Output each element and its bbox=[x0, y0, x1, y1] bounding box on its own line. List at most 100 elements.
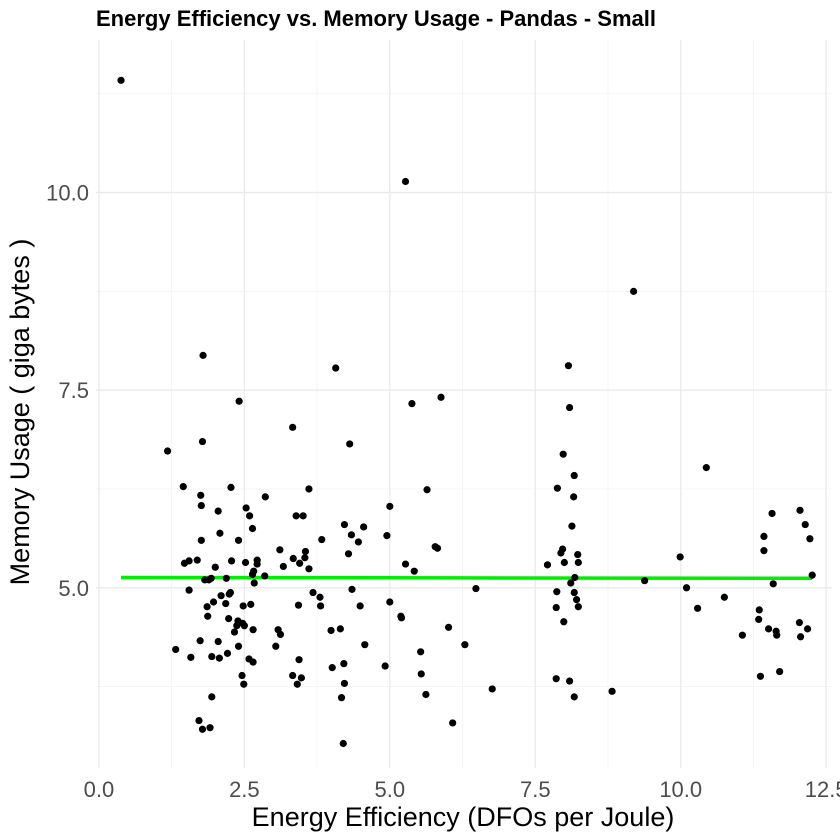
data-point bbox=[261, 493, 269, 501]
data-point bbox=[172, 645, 180, 654]
data-point bbox=[337, 694, 346, 702]
data-point bbox=[240, 680, 248, 688]
data-point bbox=[346, 440, 354, 448]
data-point bbox=[552, 675, 560, 683]
data-point bbox=[246, 512, 254, 520]
data-point bbox=[247, 600, 255, 608]
trend-line bbox=[121, 575, 813, 581]
data-point bbox=[559, 450, 567, 458]
data-point bbox=[410, 567, 418, 575]
data-point bbox=[461, 641, 469, 649]
y-axis-tick-labels: 5.0 7.5 10.0 bbox=[46, 181, 89, 601]
data-point bbox=[553, 484, 561, 492]
data-point bbox=[318, 535, 326, 544]
x-tick-label: 12.5 bbox=[805, 777, 840, 802]
data-point bbox=[193, 556, 201, 564]
x-tick-label: 5.0 bbox=[375, 777, 406, 802]
data-point bbox=[327, 626, 335, 635]
data-point bbox=[760, 532, 768, 540]
data-point bbox=[226, 588, 234, 597]
data-point bbox=[720, 593, 728, 601]
data-point bbox=[305, 485, 313, 493]
x-axis-title: Energy Efficiency (DFOs per Joule) bbox=[252, 802, 675, 832]
data-point bbox=[543, 561, 552, 569]
data-point bbox=[803, 625, 812, 633]
data-point bbox=[289, 671, 297, 680]
data-point bbox=[449, 719, 457, 727]
data-point bbox=[205, 576, 213, 584]
data-point bbox=[552, 603, 560, 612]
data-point bbox=[347, 531, 356, 539]
data-point bbox=[344, 550, 353, 558]
data-point bbox=[261, 572, 269, 580]
data-point bbox=[117, 76, 125, 84]
data-point bbox=[568, 522, 576, 530]
data-point bbox=[249, 658, 257, 666]
data-point bbox=[694, 604, 702, 612]
data-point bbox=[806, 535, 814, 543]
data-point bbox=[241, 558, 250, 567]
data-point bbox=[239, 602, 247, 610]
data-point bbox=[796, 633, 805, 641]
data-point bbox=[566, 403, 574, 412]
data-point bbox=[198, 725, 207, 733]
data-point bbox=[567, 579, 575, 587]
minor-gridlines bbox=[96, 40, 832, 768]
data-point bbox=[768, 509, 776, 518]
data-point bbox=[641, 577, 649, 585]
data-point bbox=[381, 662, 389, 670]
data-point bbox=[279, 562, 287, 571]
data-point bbox=[574, 558, 582, 567]
data-point bbox=[249, 626, 257, 634]
data-point bbox=[557, 549, 565, 557]
data-point bbox=[796, 506, 804, 514]
data-point bbox=[360, 523, 368, 531]
data-point bbox=[769, 580, 777, 588]
data-point bbox=[401, 560, 410, 568]
data-point bbox=[227, 483, 235, 491]
data-point bbox=[776, 667, 784, 676]
data-point bbox=[253, 556, 261, 564]
data-point bbox=[233, 622, 241, 630]
y-axis-title: Memory Usage ( giga bytes ) bbox=[5, 239, 35, 586]
data-point bbox=[294, 601, 303, 609]
data-point bbox=[795, 618, 804, 627]
data-point bbox=[242, 504, 250, 512]
data-point bbox=[755, 606, 763, 614]
data-point bbox=[211, 563, 219, 571]
data-point bbox=[574, 550, 582, 559]
data-point bbox=[163, 447, 172, 455]
data-point bbox=[566, 677, 574, 685]
data-point bbox=[289, 554, 297, 563]
x-tick-label: 2.5 bbox=[229, 777, 260, 802]
major-gridlines bbox=[96, 40, 832, 768]
data-point bbox=[248, 570, 257, 578]
data-point bbox=[199, 351, 207, 359]
data-point bbox=[197, 536, 205, 544]
data-point bbox=[293, 680, 301, 688]
data-point bbox=[422, 690, 430, 699]
data-point bbox=[208, 652, 216, 661]
data-point bbox=[204, 612, 212, 620]
data-point bbox=[574, 603, 582, 611]
data-point bbox=[299, 512, 307, 520]
data-point bbox=[401, 177, 410, 186]
data-point bbox=[570, 471, 578, 480]
data-point bbox=[444, 623, 453, 631]
data-point bbox=[702, 464, 710, 472]
data-point bbox=[209, 598, 218, 606]
data-point bbox=[488, 685, 496, 693]
data-point bbox=[227, 557, 236, 565]
data-point bbox=[676, 553, 684, 561]
data-point bbox=[235, 397, 243, 405]
data-point bbox=[339, 739, 347, 748]
data-point bbox=[408, 400, 416, 408]
data-point bbox=[248, 524, 257, 533]
data-point bbox=[564, 362, 573, 370]
x-tick-label: 10.0 bbox=[659, 777, 702, 802]
data-point bbox=[222, 574, 230, 582]
data-point bbox=[340, 520, 349, 529]
data-point bbox=[208, 693, 216, 701]
x-tick-label: 0.0 bbox=[84, 777, 115, 802]
data-point bbox=[560, 618, 568, 626]
